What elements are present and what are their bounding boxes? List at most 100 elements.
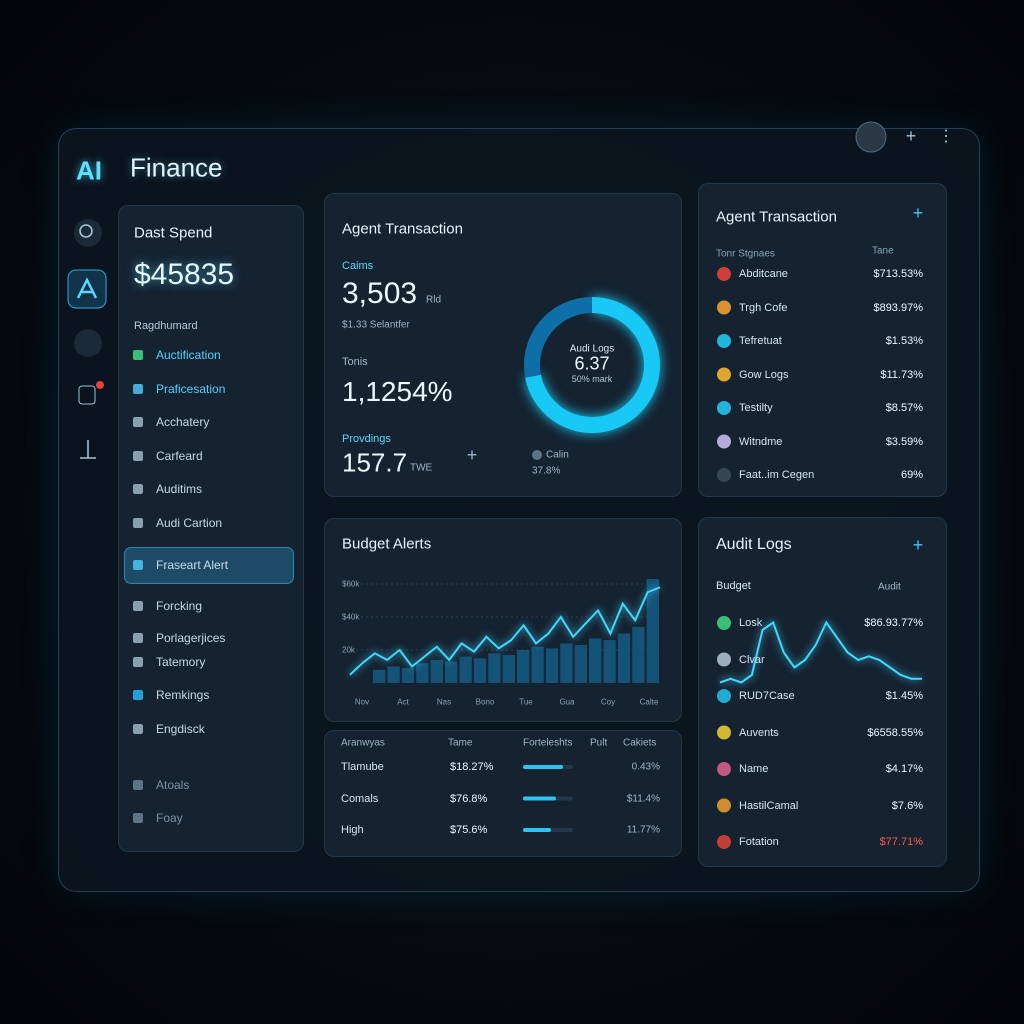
search-icon bbox=[79, 224, 93, 238]
bar bbox=[560, 643, 573, 683]
donut-label: Audi Logs bbox=[569, 343, 615, 355]
x-tick-label: Tue bbox=[519, 697, 533, 707]
row-value: $86.93.77% bbox=[864, 617, 923, 629]
progress-fill bbox=[523, 796, 556, 801]
bar bbox=[473, 658, 487, 683]
item-icon bbox=[133, 518, 143, 528]
bar bbox=[632, 626, 645, 683]
row-icon bbox=[717, 798, 731, 813]
sidebar-title: Dast Spend bbox=[134, 224, 213, 242]
row-value: $18.27% bbox=[450, 761, 494, 773]
column-header: Forteleshts bbox=[523, 737, 573, 749]
add-button[interactable]: + bbox=[913, 203, 924, 223]
row-icon bbox=[717, 762, 731, 776]
row-icon bbox=[717, 267, 731, 281]
budget-table-card bbox=[324, 730, 682, 857]
row-name: Losk bbox=[739, 617, 763, 629]
item-icon bbox=[133, 560, 143, 570]
row-change: 0.43% bbox=[631, 761, 660, 773]
metric-unit: TWE bbox=[410, 462, 433, 474]
donut-sub: 50% mark bbox=[571, 374, 613, 384]
card-title: Agent Transaction bbox=[342, 220, 463, 238]
trend-line bbox=[349, 586, 661, 676]
row-name: Fotation bbox=[739, 836, 779, 848]
row-name: Abditcane bbox=[739, 268, 788, 280]
row-name: Comals bbox=[341, 792, 379, 805]
card-title: Budget Alerts bbox=[342, 535, 432, 553]
item-icon bbox=[133, 601, 143, 611]
bar bbox=[459, 656, 472, 683]
item-icon bbox=[133, 384, 143, 394]
row-value: $76.8% bbox=[450, 792, 488, 805]
active-item[interactable] bbox=[124, 547, 294, 584]
metric-sub: $1.33 Selantfer bbox=[342, 319, 410, 331]
search-button[interactable] bbox=[74, 219, 102, 247]
add-button[interactable]: + bbox=[906, 126, 917, 146]
x-tick-label: Calte bbox=[639, 697, 659, 707]
add-button[interactable]: + bbox=[913, 535, 924, 555]
card-title: Agent Transaction bbox=[716, 208, 837, 226]
row-value: $7.6% bbox=[891, 799, 923, 812]
bar bbox=[488, 653, 501, 683]
sidebar-item: Praficesation bbox=[156, 382, 226, 396]
nav-active[interactable] bbox=[67, 269, 107, 309]
row-change: $11.4% bbox=[626, 793, 660, 804]
avatar[interactable] bbox=[855, 121, 887, 153]
y-tick-label: 20k bbox=[342, 645, 355, 655]
legend-value: 37.8% bbox=[532, 465, 561, 477]
brand: AI bbox=[76, 155, 102, 186]
nav-icon bbox=[80, 440, 96, 459]
bar bbox=[646, 579, 659, 683]
sidebar-item: Porlagerjices bbox=[156, 631, 226, 645]
add-button[interactable]: + bbox=[467, 445, 478, 465]
metric-value: 1,1254% bbox=[342, 376, 453, 407]
nav-button[interactable] bbox=[74, 329, 102, 357]
column-header: Cakiets bbox=[623, 737, 657, 749]
column-header: Tame bbox=[448, 737, 473, 749]
donut-segment bbox=[525, 297, 660, 433]
row-change: 11.77% bbox=[626, 824, 660, 836]
item-icon bbox=[133, 657, 143, 667]
bar bbox=[502, 654, 515, 683]
item-icon bbox=[133, 417, 143, 427]
row-icon bbox=[717, 401, 731, 415]
metric-label: Provdings bbox=[342, 433, 391, 445]
column-header: Tonr Stgnaes bbox=[716, 248, 775, 260]
x-tick-label: Bono bbox=[475, 697, 495, 707]
bar bbox=[430, 659, 443, 683]
item-icon bbox=[133, 451, 143, 461]
row-name: Witndme bbox=[739, 435, 783, 448]
row-icon bbox=[717, 300, 731, 315]
row-name: High bbox=[341, 824, 364, 836]
sidebar-item: Audi Cartion bbox=[156, 516, 223, 530]
sidebar bbox=[118, 205, 304, 852]
row-icon bbox=[717, 367, 731, 382]
bar bbox=[387, 666, 400, 683]
row-icon bbox=[717, 725, 731, 740]
row-name: Clvar bbox=[739, 653, 765, 666]
row-value: $713.53% bbox=[873, 268, 923, 280]
bar bbox=[531, 646, 544, 683]
bar bbox=[401, 668, 415, 683]
row-value: $1.45% bbox=[885, 690, 923, 702]
progress-fill bbox=[523, 765, 563, 769]
bar bbox=[603, 640, 616, 683]
nav-icon bbox=[76, 277, 98, 299]
row-value: $893.97% bbox=[873, 301, 923, 314]
sidebar-item: Tatemory bbox=[156, 655, 206, 669]
row-name: Gow Logs bbox=[739, 368, 789, 381]
section-label: Ragdhumard bbox=[134, 320, 198, 332]
sidebar-item: Carfeard bbox=[156, 449, 203, 463]
row-value: $6558.55% bbox=[867, 726, 923, 739]
row-value: $77.71% bbox=[879, 836, 923, 848]
progress-fill bbox=[523, 828, 551, 832]
card-title: Audit Logs bbox=[716, 536, 792, 553]
metric-unit: Rld bbox=[426, 294, 442, 306]
legend-dot bbox=[532, 450, 542, 460]
menu-button[interactable]: ⋮ bbox=[938, 128, 954, 145]
y-tick-label: $40k bbox=[342, 612, 360, 622]
metric-value: 3,503 bbox=[342, 277, 418, 310]
row-name: Trgh Cofe bbox=[739, 301, 788, 314]
